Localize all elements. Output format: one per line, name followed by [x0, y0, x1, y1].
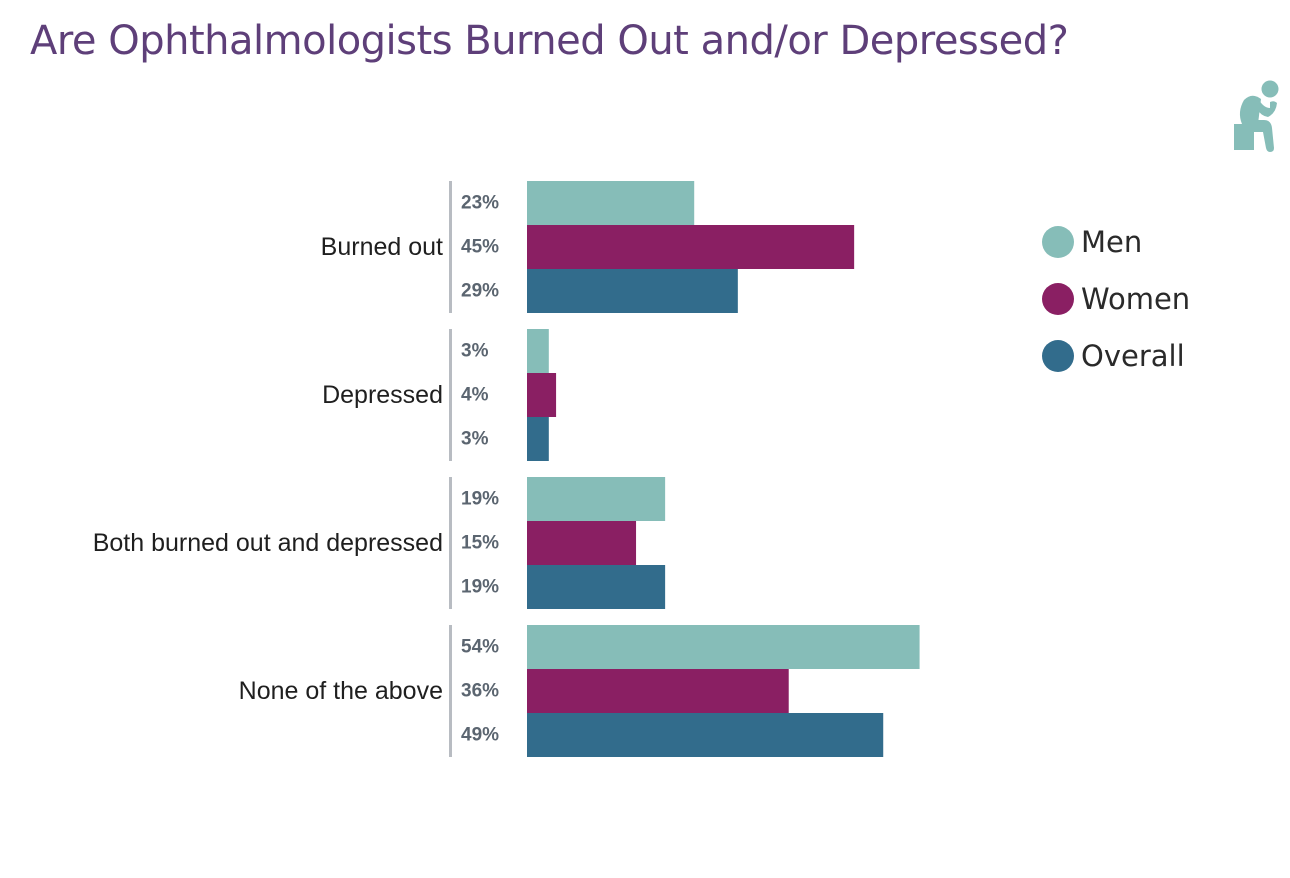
value-label-burned-out-men: 23%	[461, 193, 499, 214]
group-divider-both-burned-out-and-depressed	[449, 477, 452, 609]
value-label-depressed-overall: 3%	[461, 429, 489, 450]
bar-burned-out-men	[527, 181, 695, 225]
value-label-none-of-the-above-women: 36%	[461, 681, 499, 702]
value-label-both-burned-out-and-depressed-overall: 19%	[461, 577, 499, 598]
value-label-depressed-men: 3%	[461, 341, 489, 362]
bar-none-of-the-above-overall	[527, 713, 884, 757]
chart-legend: Men Women Overall	[1042, 222, 1190, 393]
value-label-both-burned-out-and-depressed-women: 15%	[461, 533, 499, 554]
legend-swatch-men	[1042, 226, 1074, 258]
legend-item-overall: Overall	[1042, 336, 1190, 376]
value-label-burned-out-women: 45%	[461, 237, 499, 258]
group-divider-none-of-the-above	[449, 625, 452, 757]
value-label-none-of-the-above-men: 54%	[461, 637, 499, 658]
bar-depressed-women	[527, 373, 557, 417]
legend-label-women: Women	[1081, 282, 1191, 316]
thinking-person-icon	[1228, 78, 1284, 154]
group-divider-burned-out	[449, 181, 452, 313]
bar-none-of-the-above-men	[527, 625, 920, 669]
value-label-none-of-the-above-overall: 49%	[461, 725, 499, 746]
bar-both-burned-out-and-depressed-men	[527, 477, 666, 521]
value-label-both-burned-out-and-depressed-men: 19%	[461, 489, 499, 510]
bar-none-of-the-above-women	[527, 669, 789, 713]
bar-depressed-men	[527, 329, 549, 373]
category-label-burned-out: Burned out	[321, 233, 443, 261]
category-label-none-of-the-above: None of the above	[239, 677, 443, 705]
legend-item-men: Men	[1042, 222, 1190, 262]
value-label-depressed-women: 4%	[461, 385, 489, 406]
legend-label-overall: Overall	[1081, 339, 1185, 373]
bar-depressed-overall	[527, 417, 549, 461]
legend-label-men: Men	[1081, 225, 1143, 259]
bar-both-burned-out-and-depressed-women	[527, 521, 637, 565]
group-divider-depressed	[449, 329, 452, 461]
legend-swatch-women	[1042, 283, 1074, 315]
legend-swatch-overall	[1042, 340, 1074, 372]
category-label-both-burned-out-and-depressed: Both burned out and depressed	[93, 529, 443, 557]
legend-item-women: Women	[1042, 279, 1190, 319]
chart-title: Are Ophthalmologists Burned Out and/or D…	[30, 18, 1069, 64]
bar-burned-out-overall	[527, 269, 738, 313]
value-label-burned-out-overall: 29%	[461, 281, 499, 302]
bar-both-burned-out-and-depressed-overall	[527, 565, 666, 609]
category-label-depressed: Depressed	[322, 381, 443, 409]
bar-burned-out-women	[527, 225, 855, 269]
